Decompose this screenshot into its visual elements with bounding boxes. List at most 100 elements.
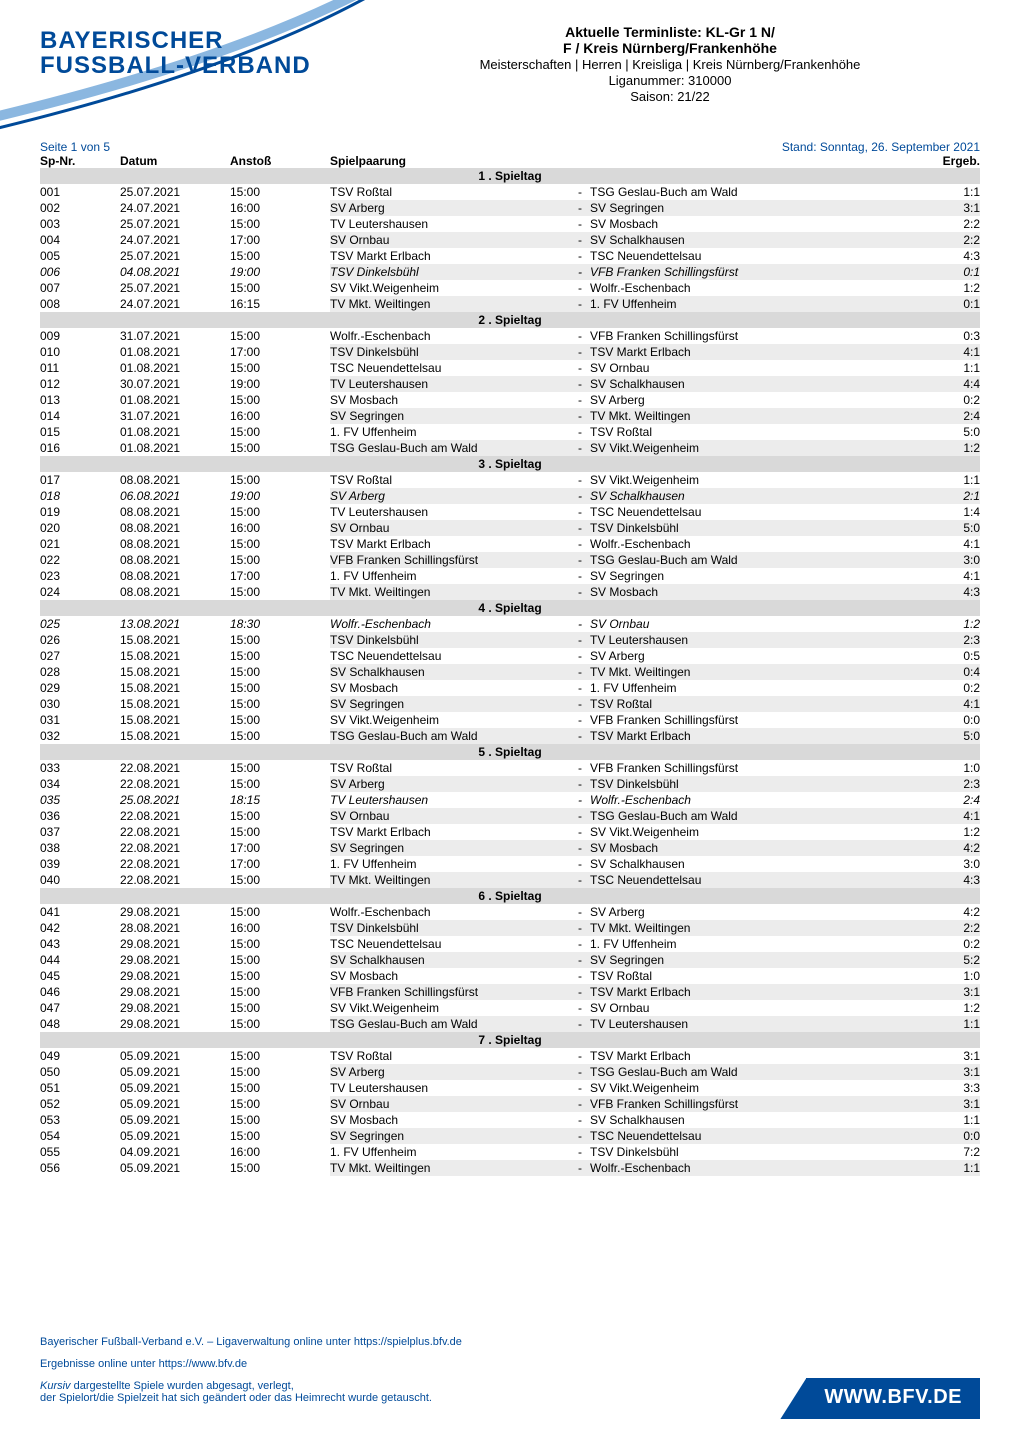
col-time: 15:00 (230, 360, 330, 376)
col-date: 31.07.2021 (120, 408, 230, 424)
col-date: 15.08.2021 (120, 648, 230, 664)
col-date: 05.09.2021 (120, 1048, 230, 1064)
table-row: 04228.08.202116:00TSV Dinkelsbühl-TV Mkt… (40, 920, 980, 936)
col-nr: 005 (40, 248, 120, 264)
col-home: TSV Markt Erlbach (330, 248, 570, 264)
table-row: 05205.09.202115:00SV Ornbau-VFB Franken … (40, 1096, 980, 1112)
col-sep: - (570, 680, 590, 696)
col-sep: - (570, 696, 590, 712)
col-date: 01.08.2021 (120, 440, 230, 456)
col-home: VFB Franken Schillingsfürst (330, 552, 570, 568)
col-time: 15:00 (230, 936, 330, 952)
table-row: 02008.08.202116:00SV Ornbau-TSV Dinkelsb… (40, 520, 980, 536)
col-time: 15:00 (230, 1160, 330, 1176)
col-date: 08.08.2021 (120, 520, 230, 536)
col-home: Wolfr.-Eschenbach (330, 616, 570, 632)
col-nr: 012 (40, 376, 120, 392)
col-sep: - (570, 776, 590, 792)
col-date: 08.08.2021 (120, 552, 230, 568)
col-nr: 033 (40, 760, 120, 776)
col-sep: - (570, 408, 590, 424)
col-time: 15:00 (230, 248, 330, 264)
col-date: 25.07.2021 (120, 216, 230, 232)
col-sep: - (570, 488, 590, 504)
col-score: 3:1 (830, 1064, 980, 1080)
col-away: SV Ornbau (590, 360, 830, 376)
col-anstoss: Anstoß (230, 154, 330, 168)
col-date: 24.07.2021 (120, 296, 230, 312)
col-home: TSV Roßtal (330, 472, 570, 488)
col-score: 4:2 (830, 904, 980, 920)
col-home: 1. FV Uffenheim (330, 424, 570, 440)
col-home: TSV Dinkelsbühl (330, 632, 570, 648)
col-nr: 001 (40, 184, 120, 200)
col-sep: - (570, 360, 590, 376)
col-sep: - (570, 648, 590, 664)
col-home: SV Vikt.Weigenheim (330, 712, 570, 728)
col-time: 15:00 (230, 552, 330, 568)
col-away: Wolfr.-Eschenbach (590, 536, 830, 552)
col-nr: 041 (40, 904, 120, 920)
table-row: 02108.08.202115:00TSV Markt Erlbach-Wolf… (40, 536, 980, 552)
col-score: 4:3 (830, 872, 980, 888)
col-nr: 051 (40, 1080, 120, 1096)
col-away: TSC Neuendettelsau (590, 872, 830, 888)
col-sep: - (570, 264, 590, 280)
col-nr: 045 (40, 968, 120, 984)
col-home: SV Arberg (330, 1064, 570, 1080)
col-time: 15:00 (230, 808, 330, 824)
col-date: 29.08.2021 (120, 1016, 230, 1032)
col-sep: - (570, 440, 590, 456)
col-time: 15:00 (230, 328, 330, 344)
col-home: TSV Dinkelsbühl (330, 920, 570, 936)
spieltag-header: 1 . Spieltag (40, 168, 980, 184)
col-score: 1:4 (830, 504, 980, 520)
col-nr: 015 (40, 424, 120, 440)
col-score: 0:0 (830, 1128, 980, 1144)
col-away: TSV Markt Erlbach (590, 728, 830, 744)
col-date: 05.09.2021 (120, 1112, 230, 1128)
col-home: TV Mkt. Weiltingen (330, 1160, 570, 1176)
table-row: 00325.07.202115:00TV Leutershausen-SV Mo… (40, 216, 980, 232)
spieltag-header: 2 . Spieltag (40, 312, 980, 328)
col-score: 1:1 (830, 360, 980, 376)
table-row: 00604.08.202119:00TSV Dinkelsbühl-VFB Fr… (40, 264, 980, 280)
col-nr: 030 (40, 696, 120, 712)
col-score: 3:0 (830, 552, 980, 568)
col-sep: - (570, 1160, 590, 1176)
col-score: 1:1 (830, 1112, 980, 1128)
col-date: 08.08.2021 (120, 536, 230, 552)
col-score: 4:3 (830, 584, 980, 600)
col-date: 29.08.2021 (120, 1000, 230, 1016)
col-sep: - (570, 1112, 590, 1128)
col-score: 1:2 (830, 1000, 980, 1016)
col-away: SV Vikt.Weigenheim (590, 824, 830, 840)
col-time: 15:00 (230, 440, 330, 456)
col-sep: - (570, 376, 590, 392)
header-title1: Aktuelle Terminliste: KL-Gr 1 N/ (360, 24, 980, 40)
col-home: SV Schalkhausen (330, 664, 570, 680)
table-row: 02308.08.202117:001. FV Uffenheim-SV Seg… (40, 568, 980, 584)
table-row: 04129.08.202115:00Wolfr.-Eschenbach-SV A… (40, 904, 980, 920)
header-meta1: Meisterschaften | Herren | Kreisliga | K… (360, 57, 980, 72)
col-score: 1:2 (830, 280, 980, 296)
col-nr: 040 (40, 872, 120, 888)
col-home: SV Mosbach (330, 680, 570, 696)
col-sep: - (570, 472, 590, 488)
col-away: SV Ornbau (590, 1000, 830, 1016)
col-sep: - (570, 1064, 590, 1080)
col-datum: Datum (120, 154, 230, 168)
col-score: 0:0 (830, 712, 980, 728)
col-date: 04.08.2021 (120, 264, 230, 280)
col-date: 15.08.2021 (120, 632, 230, 648)
col-time: 15:00 (230, 712, 330, 728)
col-score: 2:2 (830, 232, 980, 248)
col-away: SV Arberg (590, 904, 830, 920)
col-home: SV Mosbach (330, 1112, 570, 1128)
col-nr: 020 (40, 520, 120, 536)
col-sep: - (570, 952, 590, 968)
col-nr: 042 (40, 920, 120, 936)
table-row: 05005.09.202115:00SV Arberg-TSG Geslau-B… (40, 1064, 980, 1080)
col-nr: 049 (40, 1048, 120, 1064)
spieltag-header: 4 . Spieltag (40, 600, 980, 616)
